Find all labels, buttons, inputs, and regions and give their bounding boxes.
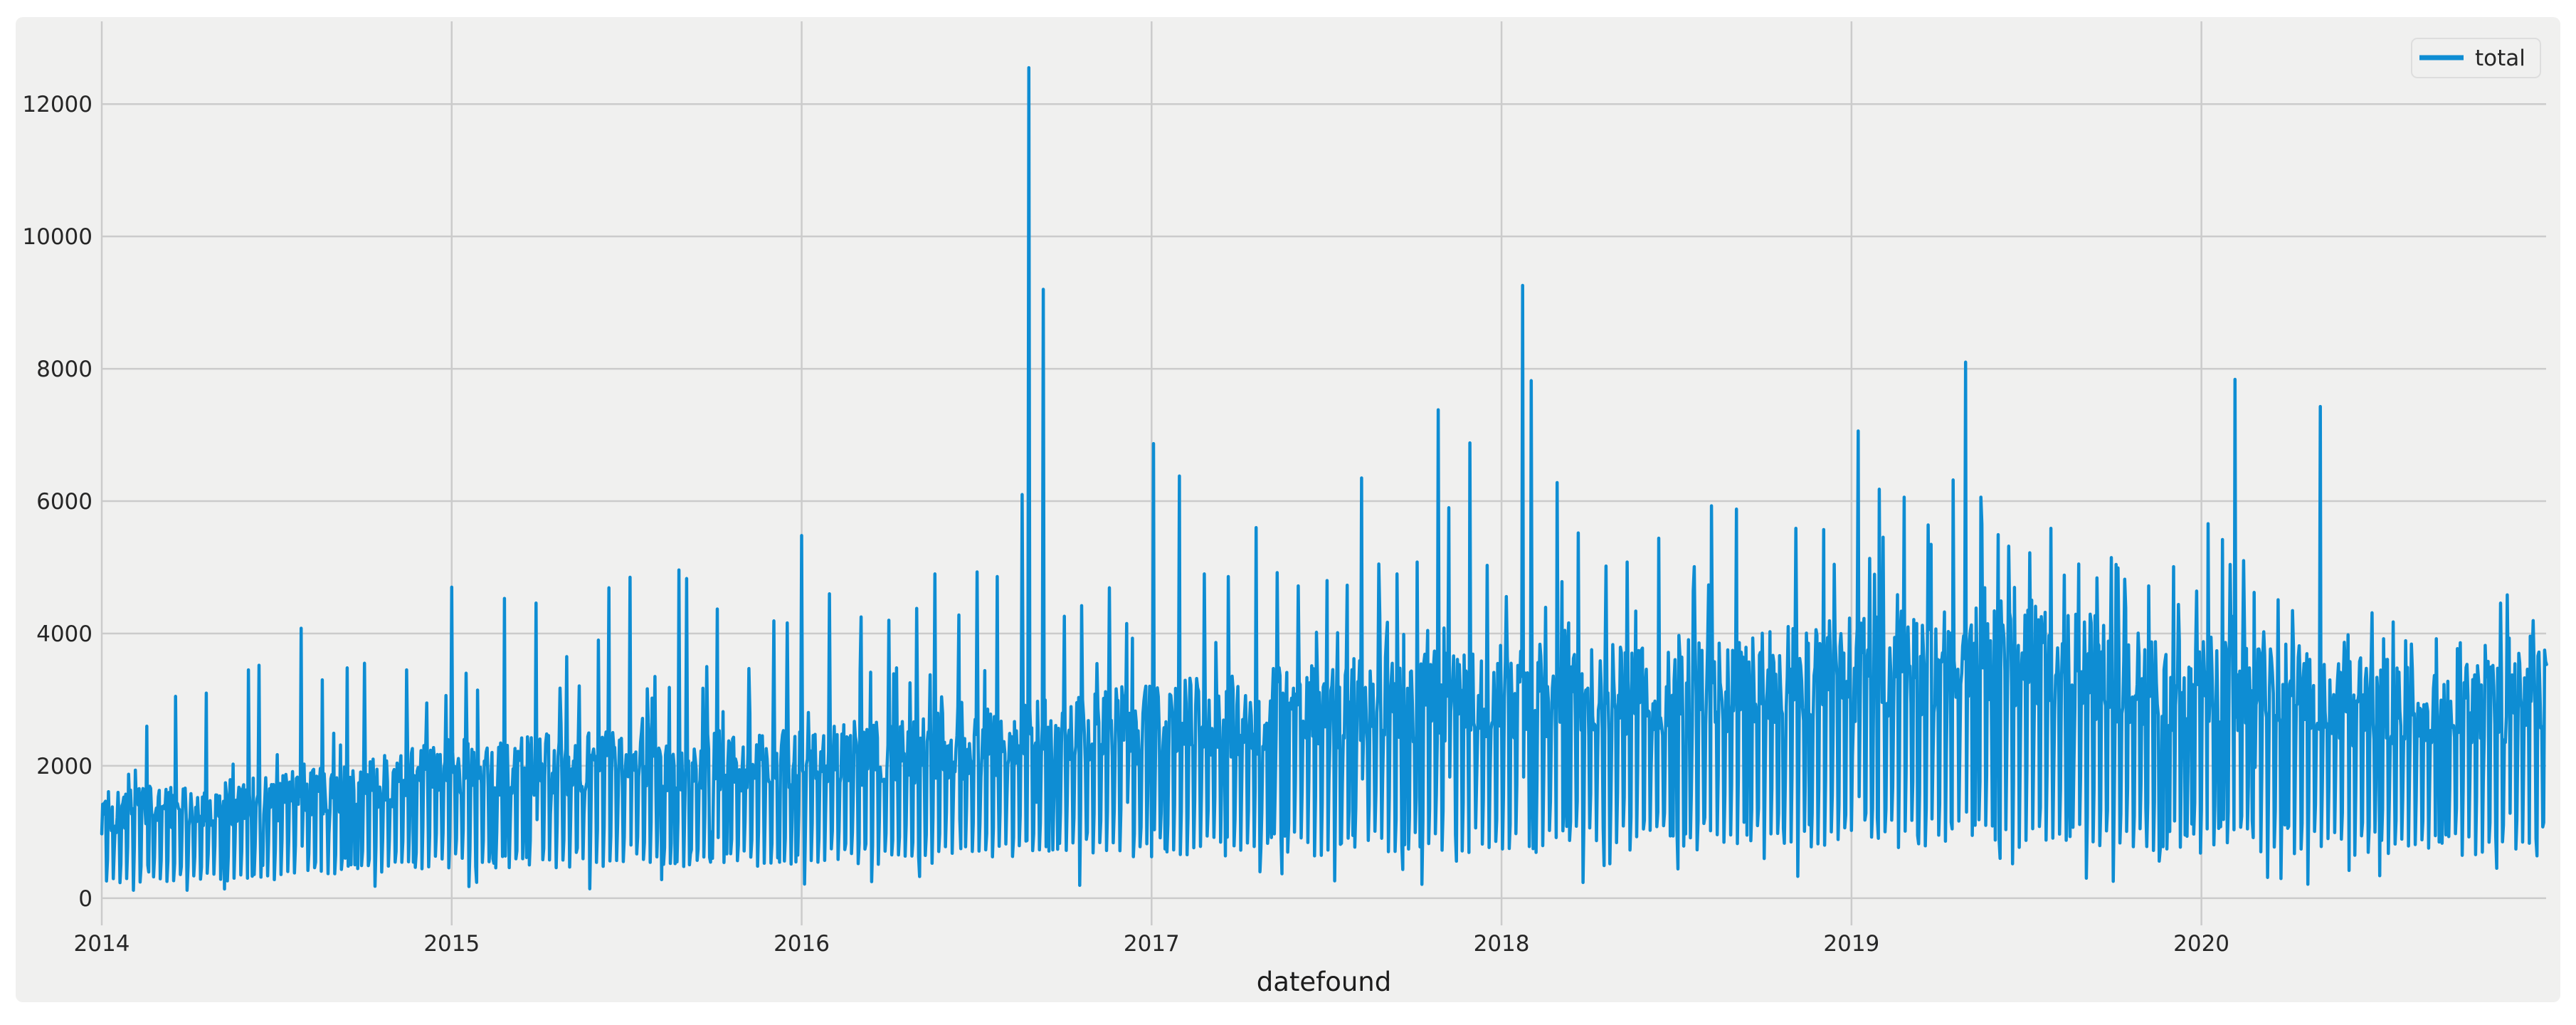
x-tick-label: 2019 xyxy=(1823,931,1879,957)
x-tick-label: 2018 xyxy=(1474,931,1530,957)
y-tick-label: 8000 xyxy=(36,357,93,382)
x-tick-label: 2016 xyxy=(774,931,830,957)
x-tick-label: 2020 xyxy=(2173,931,2229,957)
y-tick-label: 6000 xyxy=(36,489,93,515)
legend-box xyxy=(2411,38,2541,78)
y-tick-label: 0 xyxy=(78,886,93,912)
x-axis-title: datefound xyxy=(1257,967,1391,997)
x-tick-label: 2014 xyxy=(74,931,130,957)
x-tick-label: 2017 xyxy=(1124,931,1180,957)
y-tick-label: 2000 xyxy=(36,754,93,779)
legend: total xyxy=(2411,38,2541,78)
series-line-total xyxy=(100,65,2548,892)
legend-entry-label: total xyxy=(2475,46,2525,71)
x-axis-tick-labels: 2014 2015 2016 2017 2018 2019 2020 xyxy=(74,931,2230,957)
y-tick-label: 10000 xyxy=(22,224,93,250)
y-tick-label: 12000 xyxy=(22,92,93,117)
y-axis-tick-labels: 0 2000 4000 6000 8000 10000 12000 xyxy=(22,92,93,912)
y-tick-label: 4000 xyxy=(36,621,93,647)
x-tick-label: 2015 xyxy=(423,931,480,957)
